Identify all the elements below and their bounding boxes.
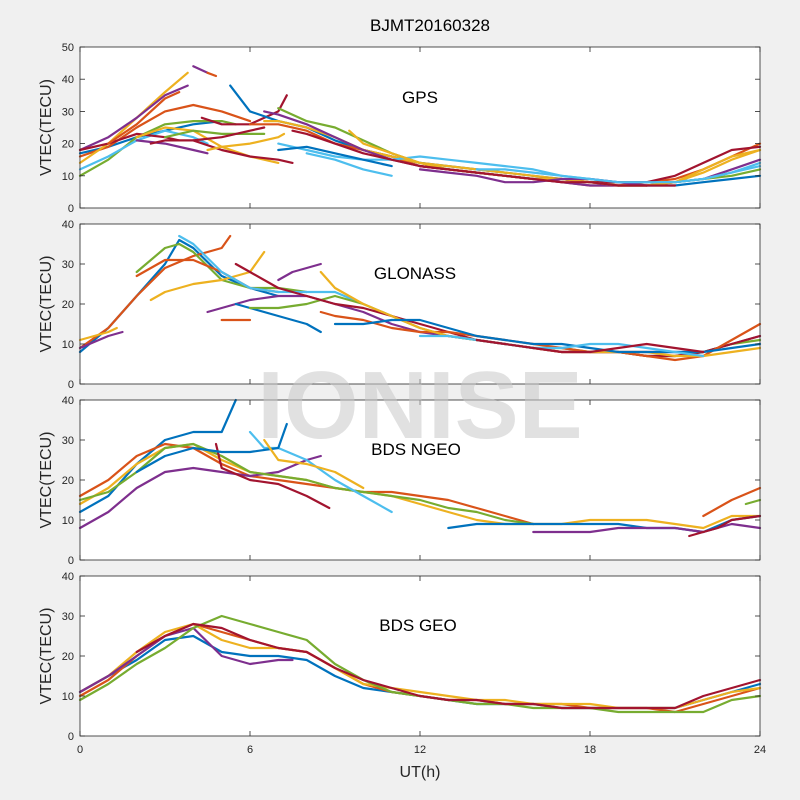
series-line-8	[135, 422, 288, 474]
series-line-8	[107, 90, 181, 145]
plot-area	[80, 224, 760, 384]
series-line-30	[418, 165, 677, 187]
y-tick-label: 30	[62, 106, 74, 118]
series-line-17	[333, 318, 762, 354]
x-tick-label: 6	[247, 744, 253, 756]
y-tick-label: 40	[62, 219, 74, 231]
panel-label: BDS NGEO	[371, 440, 461, 459]
series-line-11	[532, 522, 762, 534]
series-line-25	[277, 145, 393, 168]
series-line-4	[78, 84, 189, 152]
figure-title: BJMT20160328	[370, 16, 490, 35]
series-line-26	[348, 129, 762, 187]
series-line-11	[234, 302, 322, 334]
series-line-1	[78, 398, 237, 514]
y-axis-label: VTEC(TECU)	[38, 432, 55, 529]
y-tick-label: 0	[68, 731, 74, 743]
plot-area	[80, 576, 760, 736]
y-tick-label: 30	[62, 611, 74, 623]
series-line-14	[744, 498, 762, 506]
y-tick-label: 0	[68, 203, 74, 215]
panel-bds-geo: 0 10 20 30 40 0 6 12 18 24 VTEC(TECU) BDS GEO	[38, 571, 766, 756]
y-tick-label: 50	[62, 42, 74, 54]
series-line-2	[78, 442, 535, 526]
y-tick-label: 10	[62, 515, 74, 527]
y-tick-label: 0	[68, 555, 74, 567]
series-line-29	[475, 165, 762, 184]
y-tick-label: 40	[62, 571, 74, 583]
series-line-17	[192, 126, 266, 142]
series-line-14	[277, 262, 322, 282]
series-line-27	[305, 152, 393, 177]
series-line-7	[214, 442, 331, 510]
series-line-6	[135, 622, 762, 710]
series-line-9	[263, 438, 365, 490]
series-line-19	[475, 338, 705, 354]
series-line-7	[149, 250, 266, 302]
panel-label: BDS GEO	[379, 616, 456, 635]
x-tick-label: 24	[754, 744, 766, 756]
y-tick-label: 30	[62, 435, 74, 447]
y-tick-label: 0	[68, 379, 74, 391]
series-line-6	[248, 430, 393, 514]
series-line-14	[206, 71, 218, 78]
panel-bds-ngeo: 0 10 20 30 40 VTEC(TECU) BDS NGEO	[38, 395, 762, 567]
x-tick-label: 18	[584, 744, 596, 756]
panel-gps: 0 10 20 30 40 50 VTEC(TECU) GPS	[38, 42, 762, 215]
series-line-10	[135, 139, 209, 155]
series-line-13	[192, 65, 209, 74]
panel-label: GPS	[402, 88, 438, 107]
y-axis-label: VTEC(TECU)	[38, 79, 55, 176]
series-line-13	[702, 486, 762, 518]
y-tick-label: 10	[62, 171, 74, 183]
series-line-2	[78, 103, 252, 158]
series-line-5	[78, 442, 535, 526]
series-line-8	[178, 234, 365, 306]
y-tick-label: 20	[62, 299, 74, 311]
series-line-4	[78, 330, 124, 350]
panel-label: GLONASS	[374, 264, 456, 283]
series-line-11	[149, 139, 294, 164]
y-tick-label: 10	[62, 339, 74, 351]
plot-area	[80, 400, 760, 560]
series-line-18	[418, 334, 705, 358]
y-tick-label: 10	[62, 691, 74, 703]
x-tick-label: 0	[77, 744, 83, 756]
y-tick-label: 20	[62, 475, 74, 487]
panel-glonass: 0 10 20 30 40 VTEC(TECU) GLONASS	[38, 219, 762, 391]
series-line-4	[78, 454, 322, 530]
y-tick-label: 30	[62, 259, 74, 271]
panels: 0 10 20 30 40 50 VTEC(TECU) GPS 0 10 20 30 40 VTEC(TE…	[38, 42, 766, 756]
y-tick-label: 40	[62, 395, 74, 407]
y-tick-label: 20	[62, 139, 74, 151]
series-line-2	[78, 234, 232, 350]
series-line-7	[78, 132, 181, 152]
x-tick-label: 12	[414, 744, 426, 756]
series-line-5	[78, 119, 237, 177]
y-axis-label: VTEC(TECU)	[38, 608, 55, 705]
watermark: IONISE	[257, 352, 582, 459]
x-axis-label: UT(h)	[400, 764, 441, 781]
series-line-12	[688, 514, 762, 538]
y-axis-label: VTEC(TECU)	[38, 256, 55, 353]
y-tick-label: 20	[62, 651, 74, 663]
series-line-3	[78, 326, 118, 342]
series-line-12	[163, 129, 266, 139]
series-line-15	[206, 132, 286, 152]
y-tick-label: 40	[62, 74, 74, 86]
